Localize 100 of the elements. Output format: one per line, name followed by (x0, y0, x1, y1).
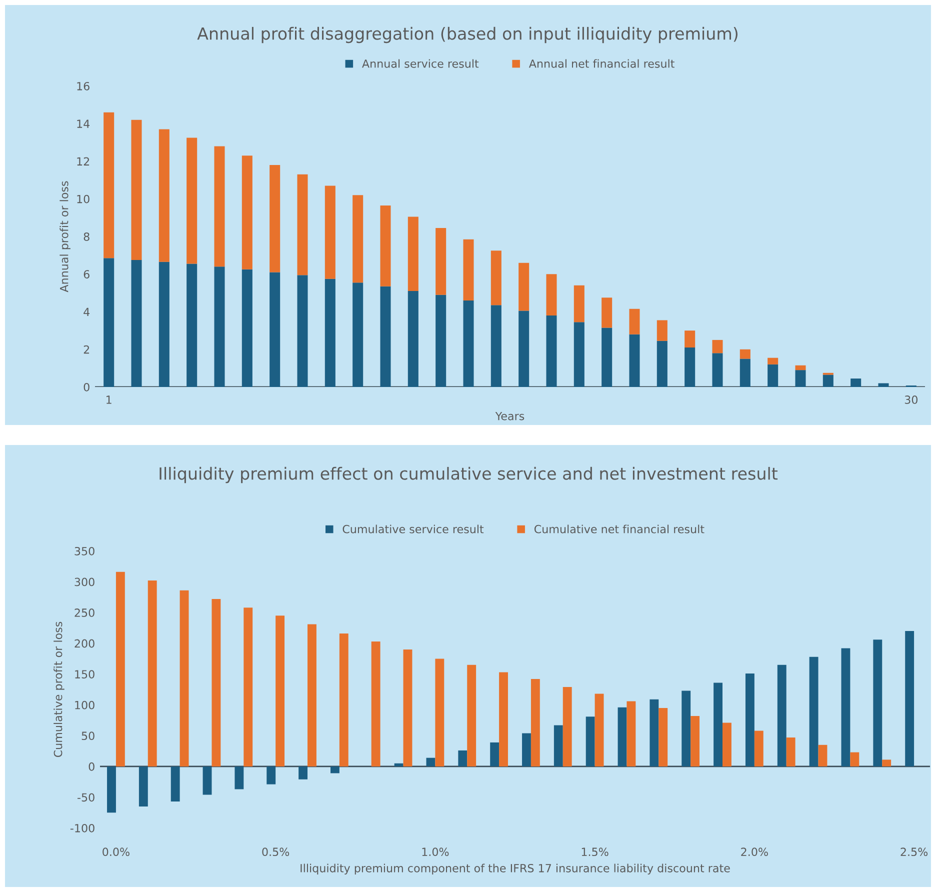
x-tick-label: 1.0% (422, 848, 449, 856)
bar (618, 707, 627, 766)
bar (270, 272, 280, 387)
bar (214, 146, 225, 267)
bar (298, 766, 308, 780)
y-tick-label: 150 (75, 670, 94, 678)
bar (650, 699, 659, 766)
bar (242, 269, 252, 387)
x-tick-label: 2.0% (741, 848, 768, 856)
bar (499, 672, 508, 766)
bar (352, 195, 364, 283)
bar (712, 353, 723, 387)
bar (138, 766, 148, 806)
y-tick-label: -50 (78, 793, 94, 802)
bar (324, 186, 336, 279)
bar (740, 349, 750, 359)
y-tick-label: 100 (75, 700, 94, 710)
bar (658, 708, 668, 766)
legend-label: Cumulative net financial result (534, 524, 704, 534)
bar (158, 262, 170, 387)
y-tick-label: 10 (77, 194, 90, 204)
bar (546, 316, 557, 387)
bar (131, 120, 142, 260)
bar (380, 205, 391, 286)
bar (518, 262, 530, 311)
bar (276, 616, 285, 766)
bar (690, 716, 700, 766)
bar (656, 340, 668, 387)
bar (234, 766, 244, 790)
y-tick-label: 0 (88, 762, 94, 771)
bar (574, 322, 584, 387)
bar (214, 266, 225, 387)
y-tick-label: 14 (77, 120, 90, 128)
bar (467, 664, 476, 766)
bar (602, 328, 612, 387)
bar (116, 572, 125, 766)
bar (684, 347, 696, 387)
y-tick-label: 0 (84, 382, 90, 392)
x-tick-label: 2.5% (900, 848, 928, 856)
y-tick-label: 2 (84, 345, 90, 354)
bar (435, 658, 444, 766)
x-tick-label: 1 (106, 396, 112, 404)
bar (574, 285, 584, 322)
bar (324, 278, 336, 387)
bar (740, 358, 750, 387)
bar (170, 766, 180, 802)
bar (786, 738, 796, 766)
y-tick-label: 200 (74, 639, 94, 648)
bar (562, 687, 572, 766)
bar (104, 258, 114, 387)
bar (308, 624, 316, 766)
bar (777, 664, 786, 766)
bar (754, 730, 764, 766)
bar (629, 308, 640, 334)
bar (490, 305, 502, 387)
bar (403, 649, 412, 766)
bar (554, 725, 563, 766)
bar (394, 763, 404, 766)
y-tick-label: 300 (74, 578, 94, 586)
bar (905, 631, 914, 766)
bar (822, 374, 834, 387)
bar (682, 690, 691, 766)
x-tick-label: 30 (904, 396, 918, 404)
bar (352, 282, 364, 387)
bar (148, 580, 157, 766)
bar (795, 365, 806, 370)
bar (530, 679, 540, 766)
y-tick-label: 16 (77, 82, 90, 90)
bar (104, 112, 114, 258)
bar (242, 156, 252, 270)
bar (186, 138, 198, 264)
bar (297, 275, 308, 387)
bar (408, 216, 418, 292)
y-tick-label: 12 (77, 157, 90, 166)
y-tick-label: -100 (70, 824, 94, 832)
y-tick-label: 6 (84, 270, 90, 279)
bar (212, 599, 221, 766)
x-axis-title: Illiquidity premium component of the IFRS 17 insurance liability discount rate (300, 864, 730, 875)
bar (745, 673, 754, 766)
bar (436, 228, 446, 295)
bar (722, 722, 732, 766)
bar (371, 641, 380, 766)
bar (202, 766, 212, 795)
bar (878, 383, 889, 387)
bar (818, 744, 828, 766)
bar (850, 752, 860, 766)
y-tick-label: 250 (74, 608, 94, 617)
bar (244, 608, 253, 766)
bar (131, 260, 142, 387)
bar (712, 340, 723, 354)
bar (873, 640, 882, 766)
bar (626, 701, 636, 766)
bar (490, 742, 500, 766)
y-axis-title: Cumulative profit or loss (54, 622, 64, 758)
bar (339, 633, 348, 766)
bar (841, 648, 850, 766)
x-tick-label: 0.0% (102, 848, 130, 856)
x-tick-label: 1.5% (582, 848, 608, 856)
bar (684, 330, 696, 348)
chart-title: Annual profit disaggregation (based on input illiquidity premium) (197, 26, 738, 44)
